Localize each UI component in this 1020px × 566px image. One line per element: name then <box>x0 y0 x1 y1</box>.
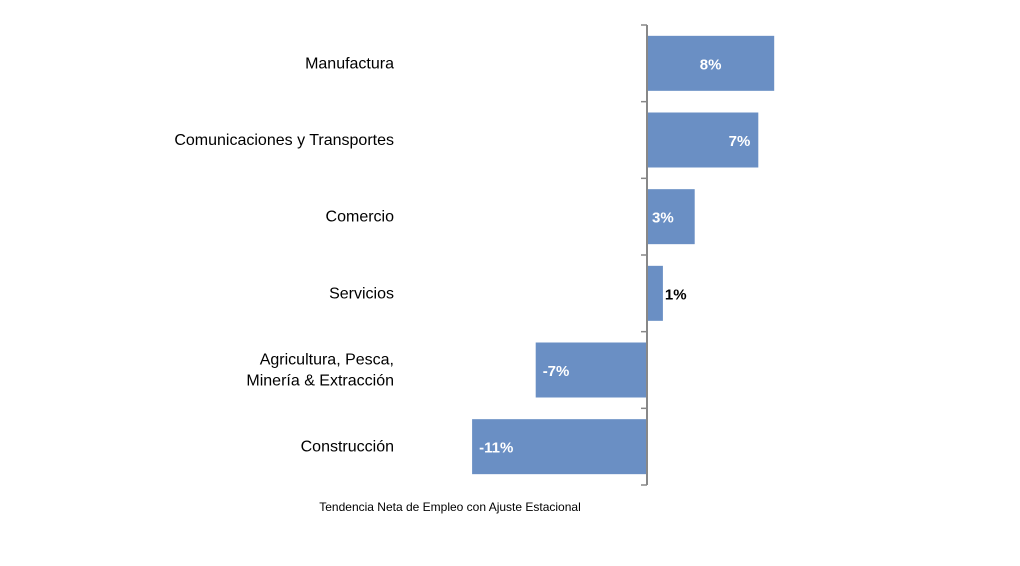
bar <box>647 265 663 321</box>
bar <box>472 419 647 475</box>
bar <box>535 342 647 398</box>
category-label: Construcción <box>301 439 394 456</box>
category-labels: Manufactura Comunicaciones y Transportes C… <box>174 55 394 455</box>
value-label: 1% <box>665 286 687 303</box>
value-label: 3% <box>652 210 674 227</box>
category-label: Servicios <box>329 285 394 302</box>
value-labels: 8% 7% 3% 1% -7% -11% <box>479 56 750 456</box>
value-label: 7% <box>729 133 751 150</box>
bar <box>647 189 695 245</box>
bar <box>647 112 759 168</box>
category-label: Comunicaciones y Transportes <box>174 132 394 149</box>
bars-layer <box>472 35 775 475</box>
value-label: 8% <box>700 56 722 73</box>
category-label: Comercio <box>326 209 395 226</box>
x-axis-title: Tendencia Neta de Empleo con Ajuste Esta… <box>319 500 581 514</box>
bar <box>647 35 775 91</box>
value-label: -11% <box>479 440 513 457</box>
category-axis <box>641 24 648 486</box>
value-label: -7% <box>543 363 570 380</box>
category-label: Agricultura, Pesca, Minería & Extracción <box>246 352 394 390</box>
category-label: Manufactura <box>305 55 394 72</box>
